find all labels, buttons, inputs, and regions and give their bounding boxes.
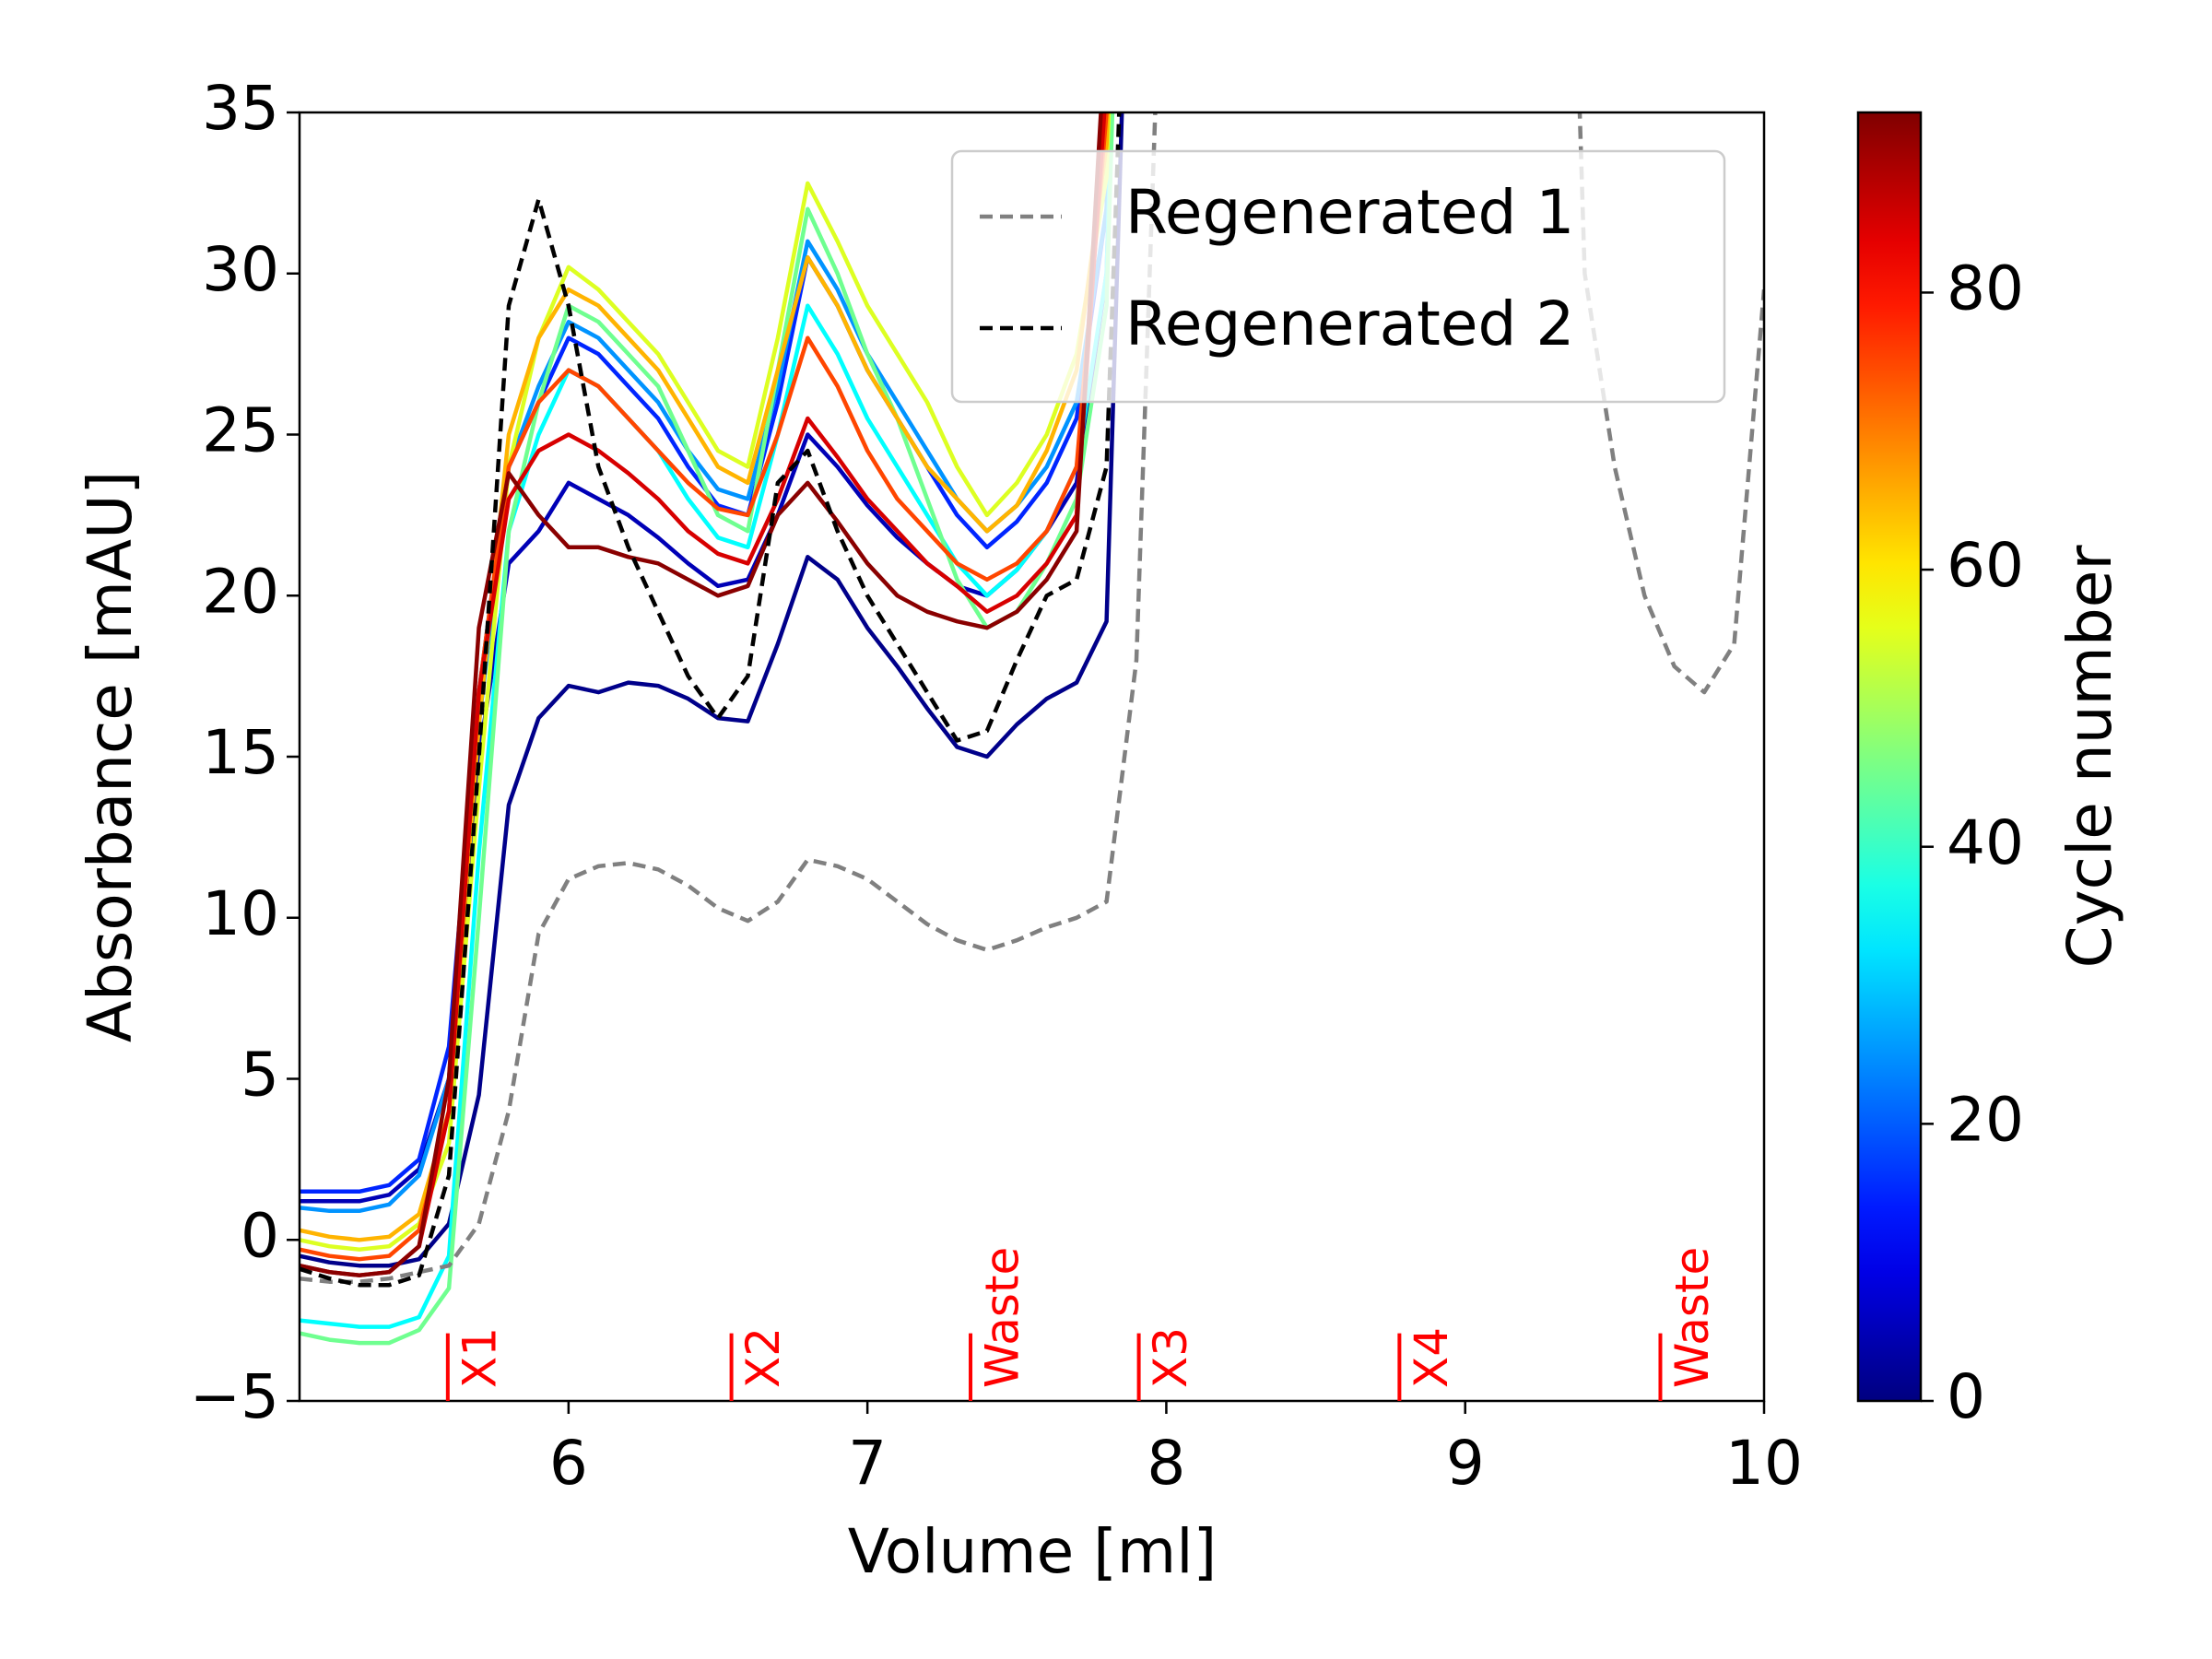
cycle-line <box>300 112 1114 1329</box>
y-tick-label: 15 <box>202 717 279 788</box>
plot-area <box>300 112 1764 1346</box>
colorbar-tick-label: 80 <box>1947 253 2024 324</box>
colorbar-tick-label: 0 <box>1947 1361 1985 1432</box>
x-tick-label: 8 <box>1147 1428 1185 1499</box>
fraction-label: Waste <box>976 1247 1030 1388</box>
cycle-line <box>300 112 1107 1277</box>
y-tick-label: −5 <box>190 1361 279 1432</box>
legend-box <box>950 149 1726 404</box>
legend-label: Regenerated 2 <box>1125 288 1574 359</box>
cycle-line <box>300 112 1112 1194</box>
cycle-line <box>300 112 1112 1252</box>
y-tick-label: 30 <box>202 234 279 305</box>
colorbar-tick-label: 20 <box>1947 1084 2024 1155</box>
cycle-line <box>300 112 1103 1277</box>
fraction-label: X1 <box>453 1327 506 1388</box>
cycle-line <box>300 112 1124 1268</box>
fraction-label: X2 <box>736 1327 790 1388</box>
series-line <box>300 112 1122 1288</box>
y-tick-label: 20 <box>202 556 279 627</box>
y-tick-label: 0 <box>241 1200 279 1271</box>
colorbar-tick-label: 40 <box>1947 807 2024 878</box>
x-axis-title: Volume [ml] <box>848 1516 1218 1587</box>
y-axis-title: Absorbance [mAU] <box>75 471 146 1042</box>
fraction-label: X4 <box>1405 1327 1458 1388</box>
y-tick-label: 25 <box>202 395 279 466</box>
series-line <box>300 112 1764 1284</box>
fraction-label: X3 <box>1144 1327 1197 1388</box>
y-tick-label: 5 <box>241 1040 279 1111</box>
y-tick-label: 35 <box>202 73 279 144</box>
x-tick-label: 7 <box>848 1428 887 1499</box>
fraction-label: Waste <box>1665 1247 1719 1388</box>
y-tick-label: 10 <box>202 878 279 949</box>
colorbar <box>1856 111 1923 1403</box>
x-tick-label: 9 <box>1446 1428 1485 1499</box>
x-tick-label: 10 <box>1725 1428 1803 1499</box>
colorbar-tick-label: 60 <box>1947 530 2024 601</box>
legend-label: Regenerated 1 <box>1125 177 1574 248</box>
x-tick-label: 6 <box>549 1428 588 1499</box>
colorbar-title: Cycle number <box>2054 545 2125 969</box>
